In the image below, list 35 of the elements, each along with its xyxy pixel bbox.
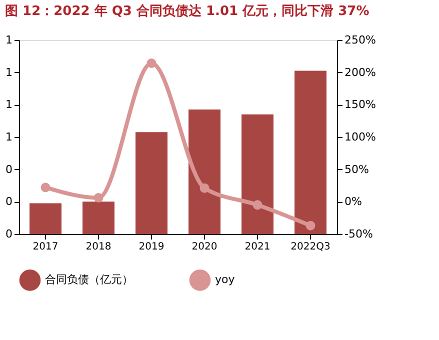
y2-tick-label: 50% [344,162,369,176]
x-tick-label: 2021 [244,242,270,252]
y2-tick-label: -50% [344,228,373,240]
point [40,182,50,192]
bar [82,202,114,234]
y2-tick-label: 250% [344,34,376,46]
x-tick-label: 2018 [86,242,112,252]
x-tick-label: 2019 [138,242,164,252]
x-tick-label: 2020 [192,242,218,252]
bar [242,114,274,234]
y2-tick-label: 0% [344,195,362,208]
legend-label: yoy [215,273,236,286]
y-tick-label: 0 [6,162,12,176]
point [252,200,262,210]
x-tick-label: 2022Q3 [290,242,330,252]
y2-tick-label: 150% [344,98,376,112]
y-tick-label: 1 [6,130,12,144]
bar [294,70,326,234]
chart-title: 图 12：2022 年 Q3 合同负债达 1.01 亿元，同比下滑 37% [5,3,370,19]
y-tick-label: 0 [6,228,12,240]
y-tick-label: 1 [6,66,12,79]
point [146,58,156,68]
y-tick-label: 1 [6,34,12,46]
point [200,183,210,193]
point [94,193,104,203]
bar [30,203,62,234]
bar [136,132,168,234]
bar [188,110,220,234]
y-tick-label: 0 [6,195,12,208]
y-tick-label: 1 [6,98,12,112]
y2-tick-label: 100% [344,130,376,144]
y2-tick-label: 200% [344,66,376,79]
legend-label: 合同负债（亿元） [45,273,133,286]
x-tick-label: 2017 [32,242,58,252]
point [306,220,316,230]
